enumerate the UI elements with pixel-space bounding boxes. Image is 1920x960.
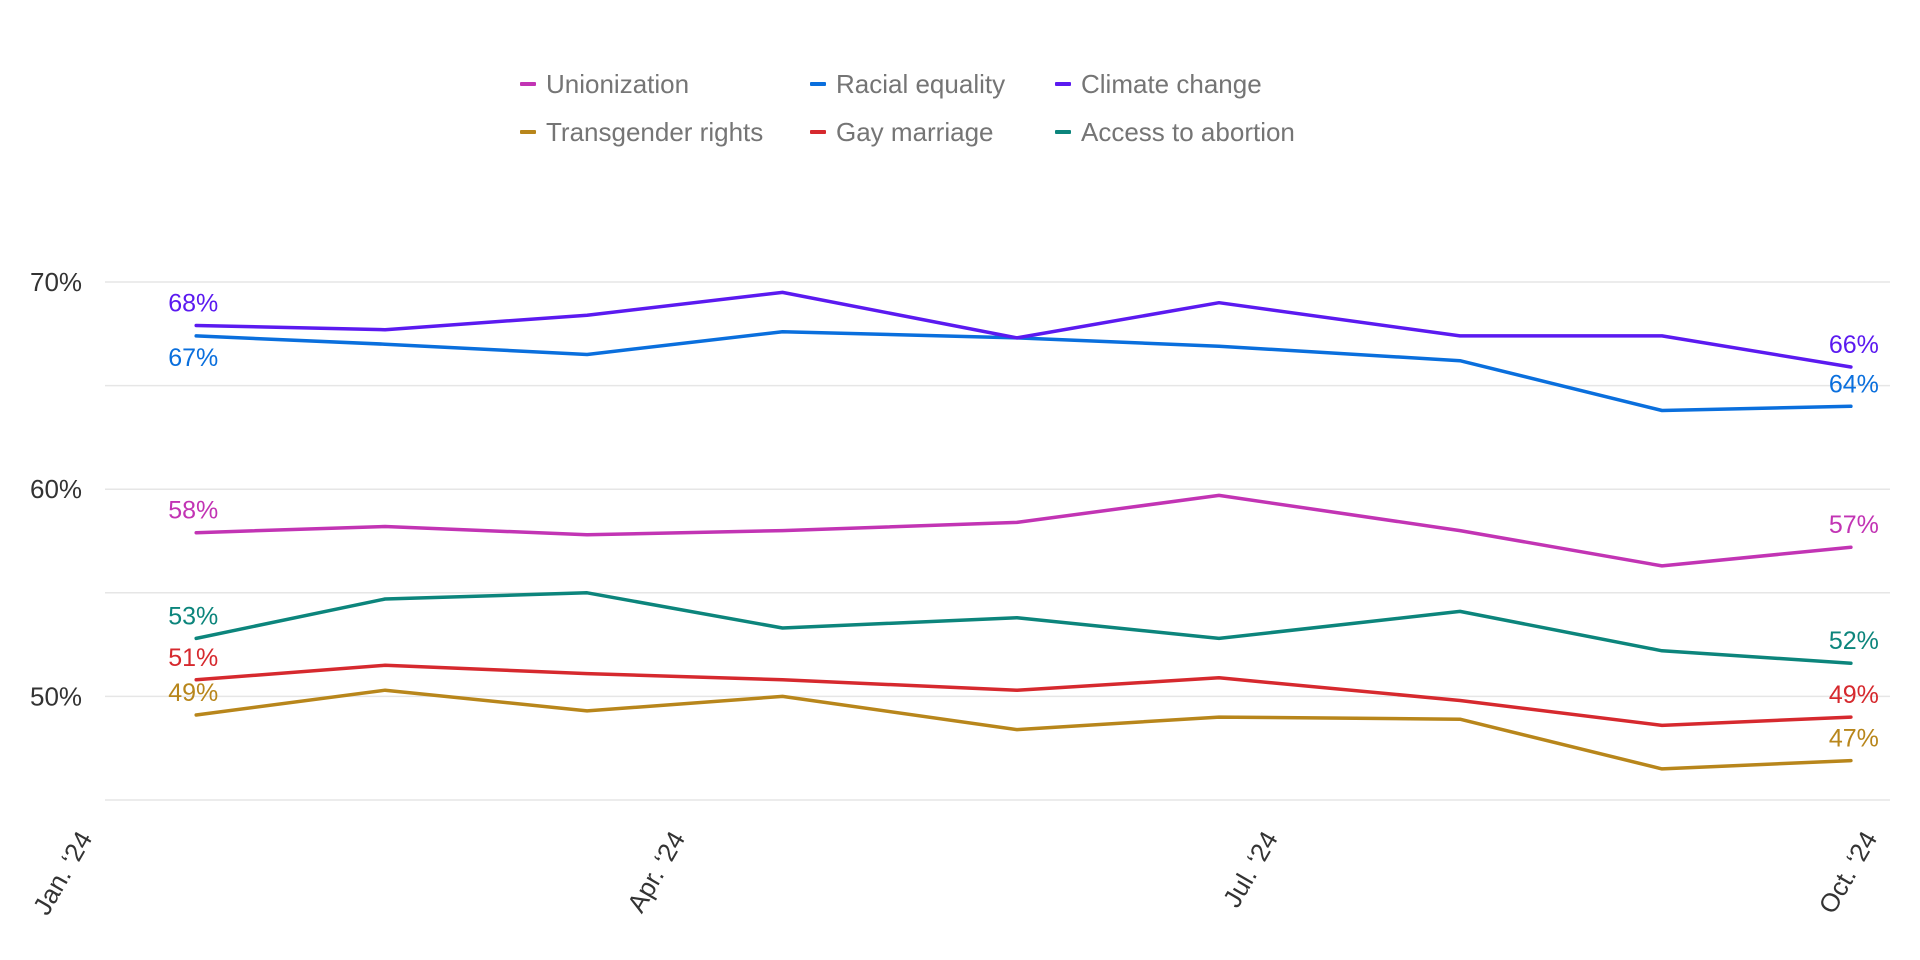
legend-swatch-climate-change — [1055, 82, 1071, 86]
data-labels: 58% 67% 68% 49% 51% 53% 57% 64% 66% 47% 49% 52% — [168, 290, 1879, 753]
legend-item-gay-marriage: Gay marriage — [810, 117, 1055, 148]
legend-item-access-to-abortion: Access to abortion — [1055, 117, 1295, 148]
start-label-transgender-rights: 49% — [168, 679, 218, 707]
end-label-gay-marriage: 49% — [1829, 681, 1879, 709]
series-lines — [194, 290, 1853, 771]
series-line-climate-change — [194, 290, 1853, 369]
legend-label-access-to-abortion: Access to abortion — [1081, 116, 1295, 147]
start-label-unionization: 58% — [168, 497, 218, 525]
legend-swatch-racial-equality — [810, 82, 826, 86]
end-label-racial-equality: 64% — [1829, 370, 1879, 398]
series-line-access-to-abortion — [194, 591, 1853, 665]
x-axis: Jan. ‘24 Apr. ‘24 Jul. ‘24 Oct. ‘24 — [27, 826, 1884, 920]
x-tick-label-jan-24: Jan. ‘24 — [27, 826, 99, 920]
legend: Unionization Racial equality Climate cha… — [520, 60, 1340, 156]
legend-item-climate-change: Climate change — [1055, 69, 1262, 100]
legend-item-racial-equality: Racial equality — [810, 69, 1055, 100]
start-label-access-to-abortion: 53% — [168, 602, 218, 630]
end-label-unionization: 57% — [1829, 511, 1879, 539]
legend-label-climate-change: Climate change — [1081, 68, 1262, 99]
legend-swatch-gay-marriage — [810, 130, 826, 134]
series-line-racial-equality — [194, 329, 1853, 413]
y-tick-label-50: 50% — [30, 681, 82, 711]
start-label-racial-equality: 67% — [168, 344, 218, 372]
end-label-access-to-abortion: 52% — [1829, 627, 1879, 655]
end-label-transgender-rights: 47% — [1829, 725, 1879, 753]
legend-label-unionization: Unionization — [546, 68, 690, 99]
x-tick-label-jul-24: Jul. ‘24 — [1217, 826, 1284, 912]
y-tick-label-70: 70% — [30, 267, 82, 297]
legend-item-transgender-rights: Transgender rights — [520, 117, 810, 148]
y-tick-label-60: 60% — [30, 474, 82, 504]
y-axis: 70% 60% 50% — [30, 267, 82, 711]
x-tick-label-oct-24: Oct. ‘24 — [1812, 826, 1883, 919]
legend-row-2: Transgender rights Gay marriage Access t… — [520, 108, 1340, 156]
series-line-unionization — [194, 493, 1853, 568]
legend-swatch-unionization — [520, 82, 536, 86]
legend-label-gay-marriage: Gay marriage — [836, 116, 994, 147]
legend-swatch-transgender-rights — [520, 130, 536, 134]
series-line-gay-marriage — [194, 663, 1853, 728]
legend-item-unionization: Unionization — [520, 69, 810, 100]
start-label-gay-marriage: 51% — [168, 644, 218, 672]
x-tick-label-apr-24: Apr. ‘24 — [621, 826, 691, 917]
series-line-transgender-rights — [194, 688, 1853, 771]
gridlines — [105, 281, 1890, 801]
legend-row-1: Unionization Racial equality Climate cha… — [520, 60, 1340, 108]
end-label-climate-change: 66% — [1829, 331, 1879, 359]
start-label-climate-change: 68% — [168, 290, 218, 318]
legend-swatch-access-to-abortion — [1055, 130, 1071, 134]
legend-label-transgender-rights: Transgender rights — [546, 116, 764, 147]
legend-label-racial-equality: Racial equality — [836, 68, 1006, 99]
